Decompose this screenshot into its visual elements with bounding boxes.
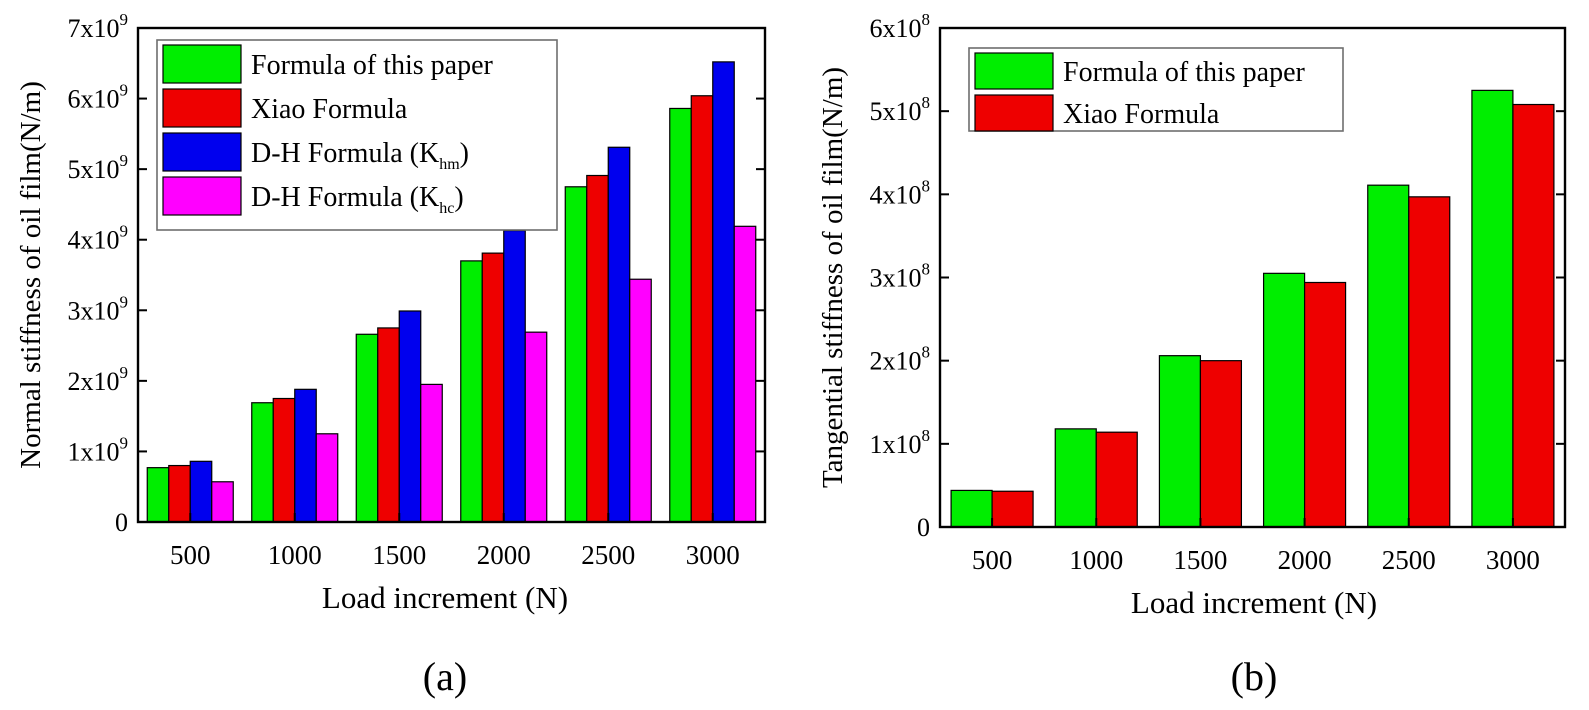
bar-d-h-formula-khm--1500	[398, 310, 422, 523]
y-tick-label: 2x108	[870, 343, 931, 376]
bar-formula-of-this-paper-2000	[460, 260, 483, 523]
y-tick-label: 6x109	[68, 81, 129, 114]
legend: Formula of this paper Xiao Formula D-H For…	[156, 39, 558, 231]
legend-label: Formula of this paper	[251, 50, 494, 81]
bar-xiao-formula-2000	[1303, 281, 1347, 528]
bar-xiao-formula-1500	[377, 327, 400, 523]
x-tick-label: 3000	[1486, 545, 1540, 575]
bar-d-h-formula-khm--1000	[294, 388, 317, 523]
plot-frame	[136, 26, 767, 524]
bar-formula-of-this-paper-500	[146, 467, 170, 523]
x-tick-label: 1500	[372, 540, 426, 570]
legend-label: D-H Formula (Khm)	[251, 138, 469, 173]
y-tick-label: 6x108	[870, 10, 931, 43]
legend-swatch	[974, 94, 1054, 132]
y-tick-label: 4x108	[870, 176, 931, 209]
y-axis-label: Tangential stiffness of oil film(N/m)	[817, 67, 849, 488]
bars	[950, 89, 1555, 528]
bar-d-h-formula-khc--1000	[315, 433, 339, 523]
y-tick-label: 1x109	[68, 433, 129, 466]
bar-formula-of-this-paper-3000	[1471, 89, 1514, 528]
y-tick-label: 4x109	[68, 222, 129, 255]
legend-label: D-H Formula (Khc)	[251, 182, 464, 217]
y-tick-label: 5x108	[870, 93, 931, 126]
bar-xiao-formula-1500	[1199, 360, 1243, 528]
chart-panel-a: 0 1x109 2x109 3x109 4x109 5x109 6x109 7x109 500 1…	[15, 10, 767, 699]
bars	[146, 61, 757, 523]
x-tick-label: 500	[170, 540, 211, 570]
bar-xiao-formula-500	[168, 464, 191, 523]
y-tick-label: 1x108	[870, 426, 931, 459]
bar-xiao-formula-3000	[1512, 103, 1555, 528]
bar-xiao-formula-3000	[690, 95, 714, 523]
y-tick-label: 7x109	[68, 10, 129, 43]
bar-xiao-formula-2500	[586, 174, 609, 523]
legend-label: Xiao Formula	[251, 94, 408, 125]
bar-d-h-formula-khm--2500	[607, 146, 631, 523]
bar-d-h-formula-khc--1500	[420, 383, 443, 523]
x-tick-label: 1500	[1173, 545, 1227, 575]
x-tick-label: 2500	[1382, 545, 1436, 575]
x-tick-label: 2000	[1278, 545, 1332, 575]
x-tick-label: 3000	[686, 540, 740, 570]
bar-xiao-formula-2000	[481, 252, 505, 523]
bar-d-h-formula-khc--3000	[733, 225, 757, 523]
bar-xiao-formula-1000	[272, 397, 296, 523]
x-tick-label: 500	[972, 545, 1013, 575]
x-axis-label: Load increment (N)	[322, 580, 568, 615]
y-tick-label: 3x108	[870, 260, 931, 293]
panel-label: (a)	[423, 654, 467, 699]
y-tick-label: 5x109	[68, 151, 129, 184]
bar-formula-of-this-paper-1500	[1158, 355, 1202, 528]
bar-xiao-formula-2500	[1408, 196, 1451, 528]
x-axis-label: Load increment (N)	[1131, 585, 1377, 620]
panel-label: (b)	[1231, 654, 1278, 699]
bar-d-h-formula-khc--2500	[629, 278, 652, 523]
bar-formula-of-this-paper-500	[950, 489, 993, 528]
legend: Formula of this paper Xiao Formula	[968, 47, 1344, 132]
y-tick-label: 3x109	[68, 292, 129, 325]
bar-formula-of-this-paper-2500	[564, 186, 588, 523]
bar-xiao-formula-1000	[1095, 431, 1138, 528]
y-axis-label: Normal stiffness of oil film(N/m)	[15, 81, 47, 469]
bar-formula-of-this-paper-2000	[1262, 272, 1306, 528]
bar-formula-of-this-paper-2500	[1367, 184, 1410, 528]
x-tick-label: 1000	[268, 540, 322, 570]
x-tick-label: 2500	[581, 540, 635, 570]
chart-panel-b: 0 1x108 2x108 3x108 4x108 5x108 6x108 500 1000 15…	[817, 10, 1567, 699]
bar-d-h-formula-khm--500	[189, 460, 213, 523]
bar-d-h-formula-khc--2000	[524, 331, 548, 523]
y-tick-label: 2x109	[68, 363, 129, 396]
legend-label: Formula of this paper	[1063, 57, 1306, 88]
bar-formula-of-this-paper-1500	[355, 333, 379, 523]
bar-d-h-formula-khc--500	[211, 481, 234, 523]
bar-d-h-formula-khm--3000	[712, 61, 735, 523]
bar-xiao-formula-500	[991, 490, 1034, 528]
bar-d-h-formula-khm--2000	[503, 229, 526, 523]
legend-swatch	[162, 44, 242, 84]
legend-swatch	[162, 176, 242, 216]
legend-swatch	[162, 132, 242, 172]
bar-formula-of-this-paper-1000	[251, 402, 274, 523]
bar-formula-of-this-paper-1000	[1054, 428, 1097, 528]
y-tick-label: 0	[115, 508, 128, 537]
y-tick-label: 0	[917, 513, 930, 542]
legend-swatch	[974, 52, 1054, 90]
bar-formula-of-this-paper-3000	[669, 107, 692, 523]
legend-label: Xiao Formula	[1063, 99, 1220, 130]
legend-swatch	[162, 88, 242, 128]
x-tick-label: 2000	[477, 540, 531, 570]
x-tick-label: 1000	[1069, 545, 1123, 575]
